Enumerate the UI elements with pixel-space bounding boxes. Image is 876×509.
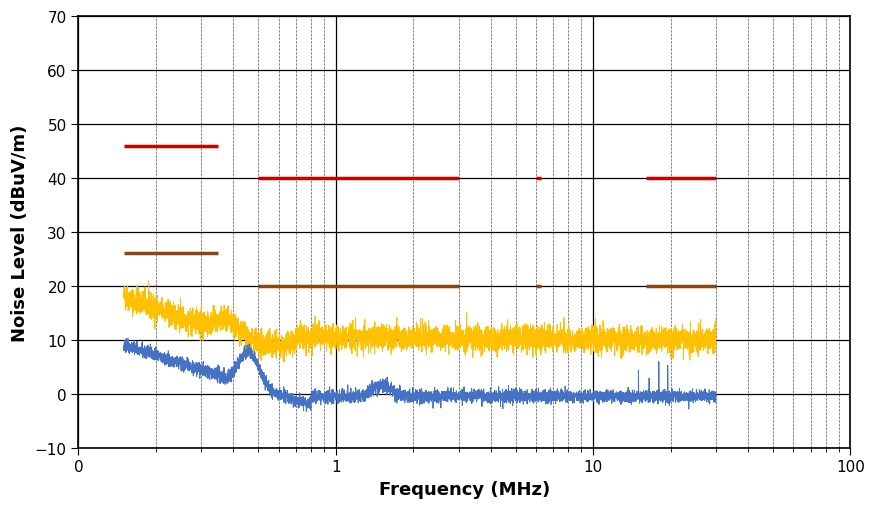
Y-axis label: Noise Level (dBuV/m): Noise Level (dBuV/m) <box>11 124 29 341</box>
X-axis label: Frequency (MHz): Frequency (MHz) <box>378 480 550 498</box>
